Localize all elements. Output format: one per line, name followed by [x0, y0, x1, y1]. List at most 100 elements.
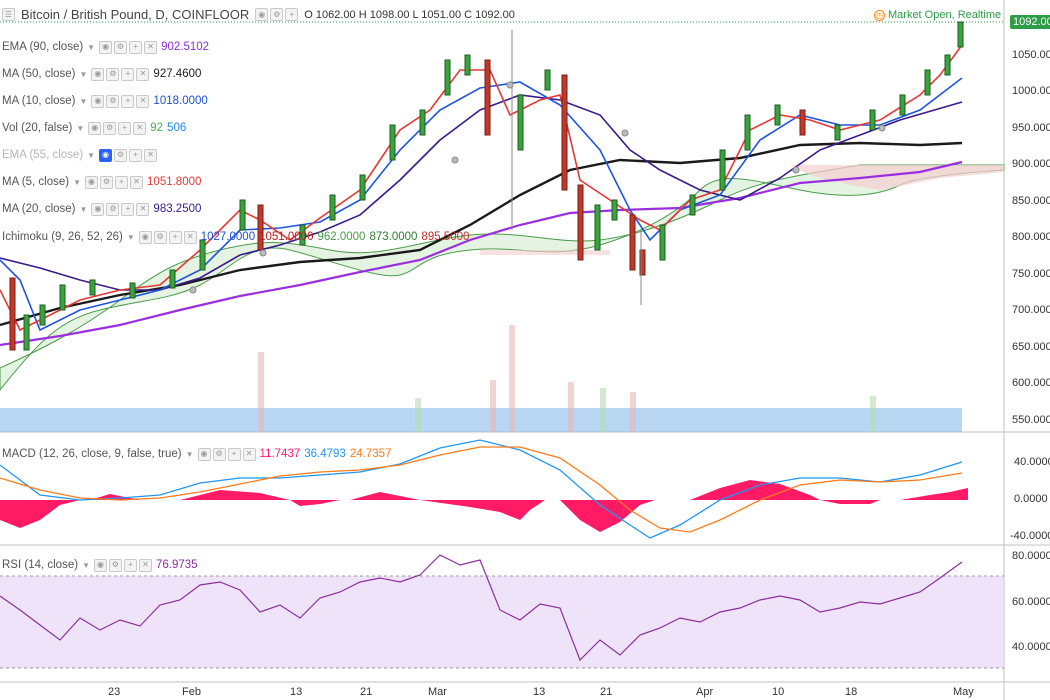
chevron-down-icon[interactable]: ▼	[87, 42, 96, 52]
market-status: ◷ Market Open, Realtime	[874, 9, 1001, 21]
chevron-down-icon[interactable]: ▼	[76, 123, 85, 133]
chevron-down-icon[interactable]: ▼	[87, 150, 96, 160]
add-icon[interactable]: +	[121, 67, 135, 81]
time-tick: Feb	[182, 686, 201, 698]
indicator-ema90[interactable]: EMA (90, close) ▼ ◉ ⚙ + ✕ 902.5102	[2, 39, 209, 55]
close-icon[interactable]: ✕	[136, 94, 150, 108]
rsi-value: 76.9735	[155, 559, 198, 571]
chevron-down-icon[interactable]: ▼	[73, 177, 82, 187]
settings-icon[interactable]: ⚙	[153, 230, 167, 244]
price-tick: 600.000	[1012, 377, 1050, 389]
eye-icon[interactable]: ◉	[99, 40, 113, 54]
indicator-volume[interactable]: Vol (20, false) ▼ ◉ ⚙ + ✕ 92 506	[2, 120, 186, 136]
last-price-tag: 1092.00	[1010, 15, 1050, 29]
eye-icon[interactable]: ◉	[88, 121, 102, 135]
add-icon[interactable]: +	[168, 230, 182, 244]
settings-icon[interactable]: ⚙	[108, 558, 122, 572]
eye-icon[interactable]: ◉	[85, 175, 99, 189]
indicator-ema55[interactable]: EMA (55, close) ▼ ◉ ⚙ + ✕	[2, 147, 158, 163]
close-icon[interactable]: ✕	[183, 230, 197, 244]
chevron-down-icon[interactable]: ▼	[79, 96, 88, 106]
eye-icon[interactable]: ◉	[138, 230, 152, 244]
price-tick: 900.000	[1012, 158, 1050, 170]
macd-tick: 0.0000	[1014, 493, 1048, 505]
indicator-value: 92	[150, 122, 164, 134]
close-icon[interactable]: ✕	[144, 148, 158, 162]
close-icon[interactable]: ✕	[136, 202, 150, 216]
indicator-ma50[interactable]: MA (50, close) ▼ ◉ ⚙ + ✕ 927.4600	[2, 66, 201, 82]
price-tick: 1050.000	[1012, 49, 1050, 61]
time-tick: Apr	[696, 686, 714, 698]
price-tick: 550.000	[1012, 414, 1050, 426]
add-icon[interactable]: +	[121, 94, 135, 108]
settings-icon[interactable]: ⚙	[106, 67, 120, 81]
rsi-tick: 60.0000	[1012, 596, 1050, 608]
eye-icon[interactable]: ◉	[91, 94, 105, 108]
indicator-value: 927.4600	[153, 68, 202, 80]
chevron-down-icon[interactable]: ▼	[82, 560, 90, 570]
add-icon[interactable]: +	[121, 202, 135, 216]
indicator-rsi[interactable]: RSI (14, close) ▼ ◉ ⚙ + ✕ 76.9735	[2, 557, 198, 573]
ichimoku-lagging: 962.0000	[317, 231, 366, 243]
settings-icon[interactable]: ⚙	[114, 148, 128, 162]
time-tick: 18	[845, 686, 858, 698]
indicator-ma10[interactable]: MA (10, close) ▼ ◉ ⚙ + ✕ 1018.0000	[2, 93, 208, 109]
time-tick: Mar	[428, 686, 447, 698]
eye-icon[interactable]: ◉	[91, 202, 105, 216]
settings-icon[interactable]: ⚙	[100, 175, 114, 189]
eye-icon[interactable]: ◉	[255, 8, 269, 21]
settings-icon[interactable]: ⚙	[270, 8, 284, 21]
chevron-down-icon[interactable]: ▼	[79, 69, 88, 79]
macd-signal-value: 24.7357	[349, 448, 392, 460]
indicator-label: EMA (55, close)	[2, 149, 84, 161]
chevron-down-icon[interactable]: ▼	[185, 449, 194, 459]
close-icon[interactable]: ✕	[136, 67, 150, 81]
close-icon[interactable]: ✕	[242, 447, 256, 461]
macd-tick: 40.0000	[1014, 456, 1050, 468]
time-tick: 23	[108, 686, 121, 698]
indicator-value-2: 506	[167, 122, 187, 134]
ohlc-readout: O 1062.00 H 1098.00 L 1051.00 C 1092.00	[304, 8, 515, 21]
macd-tick: -40.0000	[1010, 530, 1050, 542]
indicator-label: MACD (12, 26, close, 9, false, true)	[2, 448, 182, 460]
add-icon[interactable]: +	[123, 558, 137, 572]
eye-icon[interactable]: ◉	[197, 447, 211, 461]
settings-icon[interactable]: ⚙	[106, 202, 120, 216]
indicator-ma20[interactable]: MA (20, close) ▼ ◉ ⚙ + ✕ 983.2500	[2, 201, 201, 217]
eye-off-icon[interactable]: ◉	[99, 148, 113, 162]
add-icon[interactable]: +	[227, 447, 241, 461]
settings-icon[interactable]: ⚙	[114, 40, 128, 54]
indicator-macd[interactable]: MACD (12, 26, close, 9, false, true) ▼ ◉…	[2, 446, 391, 462]
add-icon[interactable]: +	[118, 121, 132, 135]
close-icon[interactable]: ✕	[144, 40, 158, 54]
eye-icon[interactable]: ◉	[93, 558, 107, 572]
close-icon[interactable]: ✕	[133, 121, 147, 135]
add-icon[interactable]: +	[129, 148, 143, 162]
close-icon[interactable]: ✕	[130, 175, 144, 189]
chart-header: ☰ Bitcoin / British Pound, D, COINFLOOR …	[2, 7, 515, 22]
symbol-menu-icon[interactable]: ☰	[2, 8, 15, 21]
indicator-ma5[interactable]: MA (5, close) ▼ ◉ ⚙ + ✕ 1051.8000	[2, 174, 201, 190]
chevron-down-icon[interactable]: ▼	[79, 204, 88, 214]
add-icon[interactable]: +	[129, 40, 143, 54]
ichimoku-span-b: 895.5000	[421, 231, 470, 243]
close-icon[interactable]: ✕	[138, 558, 152, 572]
add-icon[interactable]: +	[285, 8, 299, 21]
add-icon[interactable]: +	[115, 175, 129, 189]
symbol-title[interactable]: Bitcoin / British Pound, D, COINFLOOR	[21, 7, 250, 22]
indicator-value: 902.5102	[161, 41, 210, 53]
indicator-value: 1018.0000	[153, 95, 208, 107]
macd-line-value: 36.4793	[304, 448, 346, 460]
rsi-tick: 80.0000	[1012, 550, 1050, 562]
indicator-label: MA (50, close)	[2, 68, 76, 80]
indicator-ichimoku[interactable]: Ichimoku (9, 26, 52, 26) ▼ ◉ ⚙ + ✕ 1027.000…	[2, 229, 469, 245]
settings-icon[interactable]: ⚙	[103, 121, 117, 135]
chevron-down-icon[interactable]: ▼	[126, 232, 135, 242]
header-buttons: ◉ ⚙ +	[255, 8, 299, 21]
eye-icon[interactable]: ◉	[91, 67, 105, 81]
time-tick: May	[953, 686, 974, 698]
settings-icon[interactable]: ⚙	[106, 94, 120, 108]
ichimoku-conversion: 1027.0000	[200, 231, 256, 243]
settings-icon[interactable]: ⚙	[212, 447, 226, 461]
